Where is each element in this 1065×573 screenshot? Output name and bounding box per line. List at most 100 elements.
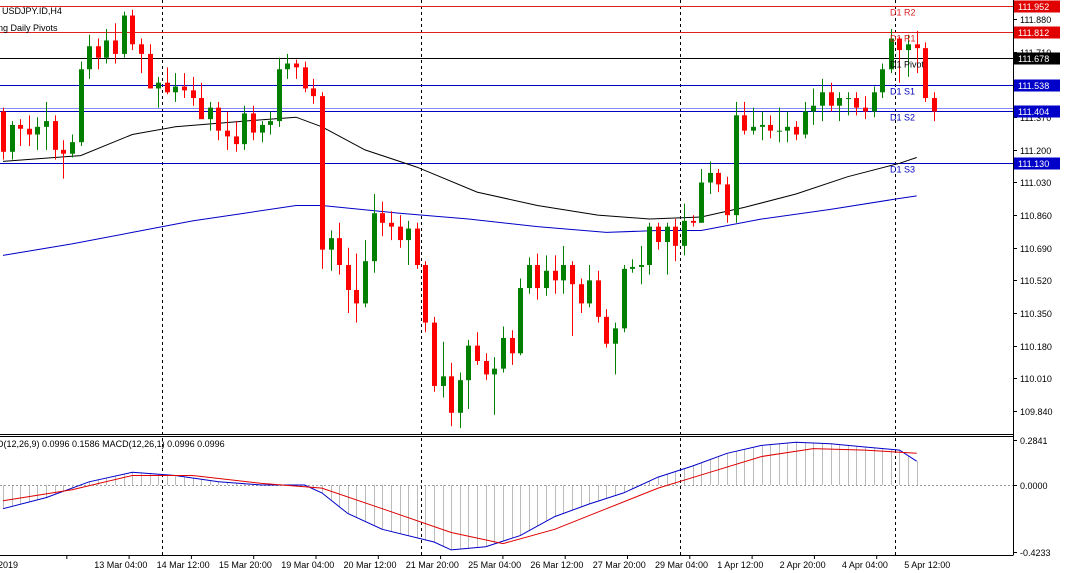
price-tick-label: 110.690 [1020,244,1052,254]
candle [156,76,161,108]
candle [199,82,204,120]
candle-body [622,268,627,329]
candle-body [656,226,661,242]
candle-body [906,44,911,51]
price-tag-value: 111.952 [1018,2,1049,12]
time-tick-label: 5 Apr 12:00 [904,560,950,570]
price-tick-label: 111.200 [1020,146,1051,156]
candle-body [441,376,446,386]
pivot-level-name: D1 Pivot [890,60,925,70]
macd-signal-line [2,448,917,545]
candle-body [130,15,135,45]
candle [466,339,471,409]
candle [389,211,394,241]
time-tick-label: 20 Mar 12:00 [344,560,397,570]
macd-lines [2,441,917,551]
candle [96,38,101,70]
pivot-level-labels: D1 R2 D1 R1 D1 Pivot D1 S1 D1 S2 D1 S3 [890,8,925,175]
candle-body [647,226,652,266]
candle-body [294,63,299,68]
price-tag-box [1014,157,1060,170]
candle-body [242,113,247,145]
candle-body [208,107,213,120]
candle-body [915,44,920,49]
candle-body [199,98,204,120]
price-tick-label: 109.840 [1020,407,1053,417]
candle [854,92,859,116]
time-tick-label: 13 Mar 04:00 [94,560,147,570]
candle [579,278,584,314]
candle [622,265,627,333]
candle [716,169,721,193]
candle-body [484,360,489,375]
candle [906,34,911,77]
candle-body [79,69,84,143]
macd-header: D(12,26,9) 0.0996 0.1586 MACD(12,26,1) 0… [0,439,225,449]
candle [53,115,58,160]
candle [260,121,265,143]
candle [337,222,342,275]
candle [846,92,851,116]
candle-body [449,376,454,413]
price-tags: 111.952 111.812 111.678 111.538 111.404 111.1… [1014,0,1060,170]
candle-body [699,182,704,223]
candle-body [406,228,411,241]
candle-body [148,53,153,89]
candle-body [363,261,368,304]
price-tick-label: 110.520 [1020,276,1052,286]
candle-body [389,222,394,227]
candle [423,261,428,333]
candle [725,176,730,223]
candle-body [311,88,316,97]
candle [742,101,747,135]
candle [923,42,928,102]
candle-body [760,124,765,127]
candle-body [535,265,540,289]
candle-body [768,124,773,131]
candle [708,161,713,195]
moving-averages [2,116,917,256]
candle [897,36,902,83]
time-tick-label: 15 Mar 20:00 [219,560,272,570]
candle [311,78,316,104]
ma-slow-line [2,195,917,256]
candle-body [691,220,696,223]
candle-body [863,107,868,112]
candle [613,322,618,375]
candle [880,63,885,99]
pivot-level-name: D1 S1 [890,87,915,97]
candle [596,270,601,323]
candle [165,67,170,95]
candle-body [553,270,558,281]
candle-body [139,44,144,54]
candle [820,78,825,122]
candle [251,105,256,141]
candle-body [285,63,290,70]
candle [647,222,652,275]
candle-body [432,322,437,386]
candle [837,92,842,122]
price-tag-box [1014,105,1060,118]
macd-tick-label: -0.4233 [1020,548,1051,558]
candle-body [794,126,799,135]
candle-body [923,48,928,99]
candle-body [734,115,739,216]
time-tick-label: 25 Mar 04:00 [468,560,521,570]
candle-body [682,220,687,246]
candle [122,11,127,58]
candle-body [122,15,127,54]
candle [329,230,334,271]
ma-fast-line [2,116,917,220]
price-axis: 111.880111.710111.370111.200111.030110.8… [1013,15,1053,417]
candle [191,76,196,106]
candle [27,115,32,147]
candle-body [225,130,230,137]
candle-body [191,90,196,99]
time-tick-label: 26 Mar 12:00 [530,560,583,570]
candle-body [35,126,40,135]
candle [501,326,506,373]
candle-body [10,124,15,152]
candle [104,28,109,64]
candle-body [423,265,428,323]
candle-body [630,266,635,269]
